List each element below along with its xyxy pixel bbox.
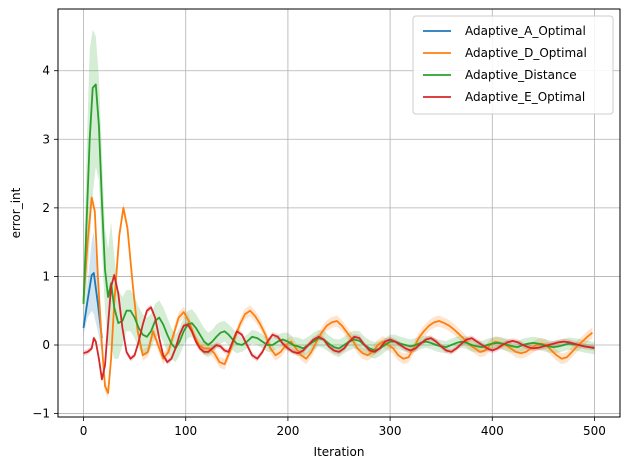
series-band-0	[83, 231, 102, 352]
y-tick-label: 0	[42, 338, 50, 352]
x-tick-label: 0	[80, 424, 88, 438]
legend-box	[412, 15, 614, 115]
x-tick-label: 400	[481, 424, 504, 438]
legend-label-3: Adaptive_E_Optimal	[465, 90, 585, 104]
legend-label-0: Adaptive_A_Optimal	[465, 24, 586, 38]
y-tick-label: 1	[42, 269, 50, 283]
x-tick-label: 300	[379, 424, 402, 438]
plot-frame	[57, 8, 621, 418]
series-lines	[82, 83, 595, 394]
y-tick-label: 2	[42, 201, 50, 215]
grid-lines	[58, 9, 620, 417]
y-axis-ticks: −1 0 1 2 3 4	[32, 64, 58, 421]
y-tick-label: 4	[42, 64, 50, 78]
y-axis-label: error_int	[9, 187, 23, 238]
x-tick-label: 500	[583, 424, 606, 438]
legend: Adaptive_A_Optimal Adaptive_D_Optimal Adap…	[412, 15, 614, 115]
y-tick-label: 3	[42, 132, 50, 146]
y-tick-label: −1	[32, 407, 50, 421]
series-band-2	[83, 29, 595, 363]
x-axis-ticks: 0 100 200 300 400 500	[80, 417, 606, 438]
x-tick-label: 100	[174, 424, 197, 438]
legend-label-1: Adaptive_D_Optimal	[465, 46, 587, 60]
series-band-1	[83, 192, 593, 399]
legend-label-2: Adaptive_Distance	[465, 68, 577, 82]
series-line-0	[82, 272, 103, 339]
series-line-2	[82, 83, 595, 352]
x-tick-label: 200	[276, 424, 299, 438]
series-line-3	[83, 274, 595, 381]
x-axis-label: Iteration	[314, 445, 365, 459]
